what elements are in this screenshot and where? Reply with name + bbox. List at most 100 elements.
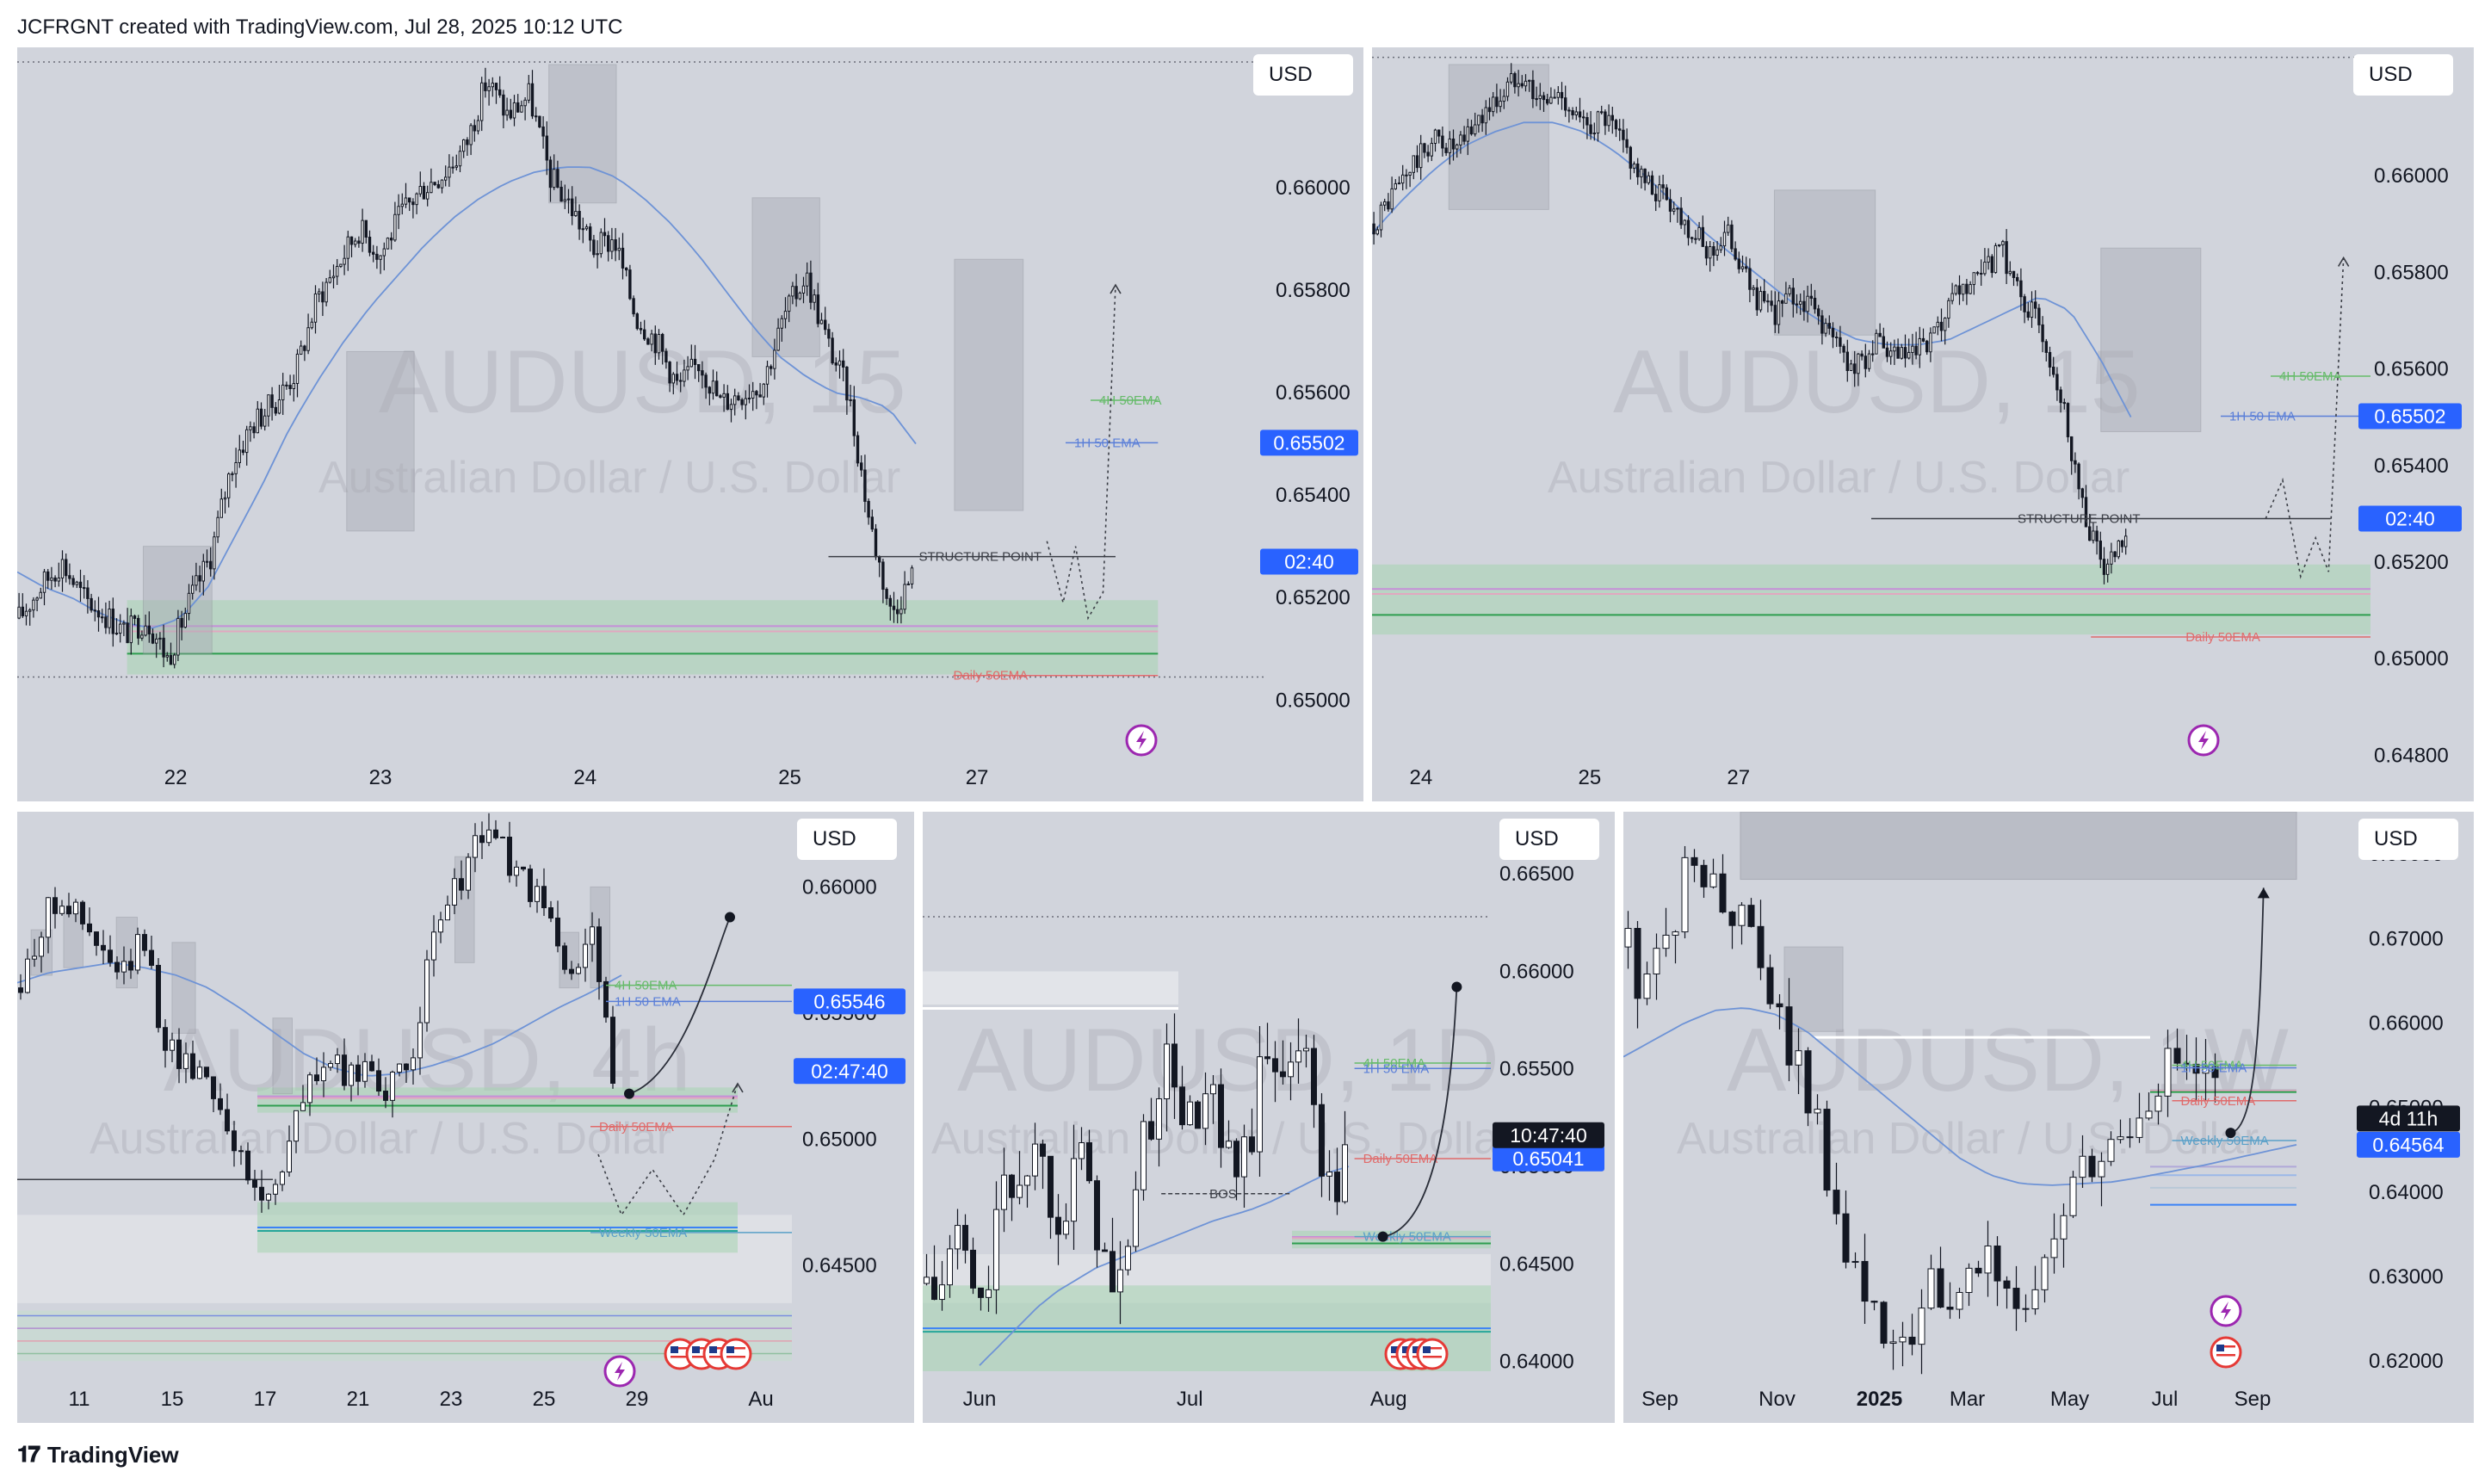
candle-up xyxy=(1210,1084,1216,1095)
candle-down xyxy=(245,1150,250,1181)
candle-down xyxy=(2037,307,2041,325)
us-flag-event-icon xyxy=(1416,1338,1449,1370)
currency-button[interactable]: USD xyxy=(1253,54,1353,96)
candle-up xyxy=(2117,1136,2124,1141)
candle-down xyxy=(101,944,106,951)
candle-down xyxy=(190,1053,195,1079)
candle-up xyxy=(596,253,599,256)
candle-up xyxy=(1984,1245,1992,1274)
projection-arrow xyxy=(2337,256,2350,267)
candle-down xyxy=(1094,1180,1100,1251)
candle-up xyxy=(1972,272,1975,286)
candle-up xyxy=(801,285,806,294)
candle-down xyxy=(1110,1251,1116,1293)
candle-up xyxy=(287,1141,292,1173)
candle-down xyxy=(607,235,610,252)
candle-down xyxy=(2120,540,2124,547)
candle-up xyxy=(1241,1136,1247,1178)
y-tick-label: 0.64500 xyxy=(802,1254,877,1277)
session-box xyxy=(272,1017,293,1095)
chart-p1[interactable]: STRUCTURE POINT 4H 50EMA 1H 50 EMA Daily 50… xyxy=(17,47,1363,801)
candle-down xyxy=(592,239,596,256)
candle-down xyxy=(1925,340,1929,353)
candle-up xyxy=(336,265,339,277)
candle-up xyxy=(2202,1066,2210,1074)
candle-up xyxy=(1683,220,1687,226)
candle-down xyxy=(1560,91,1564,99)
chart-p2[interactable]: STRUCTURE POINT 4H 50EMA 1H 50 EMA Daily 50… xyxy=(1372,47,2474,801)
candle-up xyxy=(711,380,715,394)
currency-button[interactable]: USD xyxy=(2353,54,2453,96)
candle-down xyxy=(1040,1143,1046,1157)
currency-button[interactable]: USD xyxy=(2358,819,2458,860)
candle-up xyxy=(1969,284,1972,294)
candle-up xyxy=(2145,1110,2153,1119)
candle-down xyxy=(2026,311,2030,318)
candle-up xyxy=(1499,101,1502,108)
candle-down xyxy=(646,338,650,345)
candle-down xyxy=(661,334,664,352)
projection-arrow xyxy=(2257,887,2270,899)
session-box xyxy=(454,856,475,963)
countdown-badge-text: 02:47:40 xyxy=(811,1060,888,1082)
flag-stripe xyxy=(726,1351,745,1354)
candle-up xyxy=(514,866,519,876)
candle-down xyxy=(169,654,173,665)
candle-down xyxy=(411,201,415,206)
candle-down xyxy=(628,269,632,300)
candle-up xyxy=(300,345,303,355)
candle-down xyxy=(205,560,209,563)
candle-down xyxy=(1878,332,1882,337)
candle-down xyxy=(2019,280,2023,298)
y-tick-label: 0.65000 xyxy=(802,1128,877,1151)
candle-down xyxy=(2080,488,2084,498)
chart-panel-2[interactable]: AUDUSD, 15 Australian Dollar / U.S. Doll… xyxy=(1372,47,2474,801)
candle-up xyxy=(331,275,336,279)
candle-up xyxy=(1875,332,1878,355)
candle-up xyxy=(313,293,318,323)
currency-button[interactable]: USD xyxy=(1499,819,1599,860)
candle-up xyxy=(325,281,328,303)
candle-down xyxy=(137,617,140,639)
price-badge xyxy=(2358,403,2462,430)
candle-up xyxy=(1788,288,1791,294)
flag-stripe xyxy=(692,1347,711,1350)
candle-up xyxy=(321,1067,326,1082)
candle-down xyxy=(1643,168,1647,183)
chart-panel-1[interactable]: AUDUSD, 15 Australian Dollar / U.S. Doll… xyxy=(17,47,1363,801)
candle-up xyxy=(1889,350,1893,357)
candle-down xyxy=(46,571,50,581)
candle-up xyxy=(2124,535,2128,547)
candle-down xyxy=(1770,300,1773,306)
candle-up xyxy=(354,240,357,245)
footer-brand[interactable]: 𝟏𝟕 TradingView xyxy=(17,1441,179,1469)
flag-canton xyxy=(1412,1346,1420,1353)
daily-ema-label: Daily 50EMA xyxy=(954,669,1029,683)
chart-panel-3[interactable]: AUDUSD, 4h Australian Dollar / U.S. Doll… xyxy=(17,812,914,1423)
top-band xyxy=(923,971,1178,1005)
candle-down xyxy=(978,1287,984,1298)
candle-down xyxy=(715,380,719,397)
chart-panel-5[interactable]: AUDUSD, 1W Australian Dollar / U.S. Doll… xyxy=(1623,812,2474,1423)
bos-label: BOS xyxy=(1209,1187,1237,1202)
candle-up xyxy=(1962,283,1965,295)
candle-down xyxy=(701,370,704,376)
candle-up xyxy=(1658,184,1661,201)
candle-down xyxy=(357,240,361,244)
chart-panel-4[interactable]: AUDUSD, 1D Australian Dollar / U.S. Doll… xyxy=(923,812,1615,1423)
candle-up xyxy=(267,394,270,417)
candle-down xyxy=(1809,295,1814,299)
candle-up xyxy=(1375,229,1379,235)
candle-down xyxy=(1965,283,1969,294)
candle-down xyxy=(970,1249,976,1289)
candle-down xyxy=(548,907,553,919)
candle-down xyxy=(1827,323,1831,329)
candle-up xyxy=(129,615,133,644)
candle-up xyxy=(2060,1215,2068,1240)
currency-button[interactable]: USD xyxy=(797,819,897,860)
candle-down xyxy=(881,561,885,591)
y-tick-label: 0.65800 xyxy=(2374,261,2449,284)
